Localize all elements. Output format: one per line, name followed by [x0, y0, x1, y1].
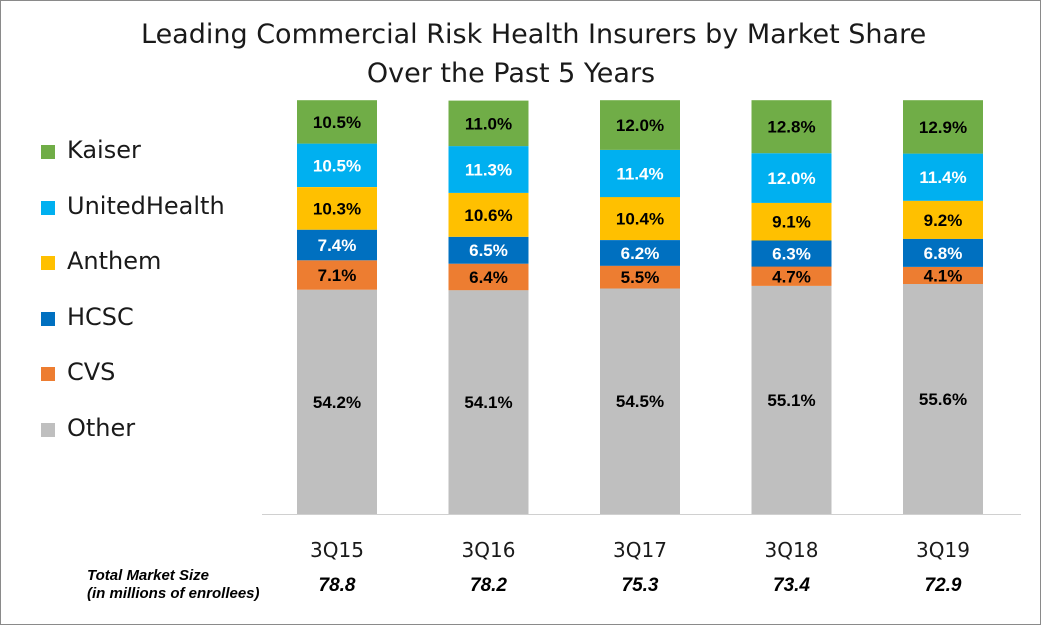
legend-label-kaiser: Kaiser	[67, 136, 141, 164]
data-label-cvs-3q19: 4.1%	[924, 266, 963, 285]
data-label-other-3q19: 55.6%	[919, 390, 967, 409]
bar-segment-kaiser-3q15	[297, 100, 377, 144]
data-label-anthem-3q16: 10.6%	[464, 206, 512, 225]
data-label-cvs-3q17: 5.5%	[621, 268, 660, 287]
data-label-anthem-3q17: 10.4%	[616, 210, 664, 229]
data-label-anthem-3q19: 9.2%	[924, 211, 963, 230]
data-label-unitedhealth-3q15: 10.5%	[313, 156, 361, 175]
data-label-other-3q18: 55.1%	[767, 391, 815, 410]
data-label-hcsc-3q17: 6.2%	[621, 244, 660, 263]
data-label-kaiser-3q16: 11.0%	[465, 114, 512, 133]
bar-stack-3q19: 55.6% 4.1% 6.8% 9.2% 11.4% 12.9%	[903, 100, 983, 514]
chart-title-line-1: Leading Commercial Risk Health Insurers …	[141, 19, 927, 50]
bar-segment-cvs-3q17	[600, 265, 680, 289]
legend-swatch-kaiser	[41, 145, 55, 159]
data-label-unitedhealth-3q19: 11.4%	[919, 168, 966, 187]
data-label-unitedhealth-3q18: 12.0%	[767, 169, 815, 188]
data-label-kaiser-3q15: 10.5%	[313, 113, 361, 132]
data-label-anthem-3q18: 9.1%	[772, 213, 811, 232]
bar-segment-other-3q19	[903, 283, 983, 514]
bar-segment-hcsc-3q16	[448, 236, 529, 264]
legend-swatch-unitedhealth	[41, 200, 55, 215]
bar-segment-anthem-3q17	[600, 197, 680, 240]
bar-segment-cvs-3q19	[903, 267, 983, 284]
data-label-other-3q15: 54.2%	[313, 393, 361, 412]
legend-label-cvs: CVS	[67, 358, 116, 386]
bar-segment-unitedhealth-3q15	[297, 143, 377, 187]
data-label-hcsc-3q18: 6.3%	[772, 245, 811, 264]
bar-segment-other-3q15	[297, 289, 377, 514]
data-label-unitedhealth-3q16: 11.3%	[465, 161, 512, 180]
data-label-hcsc-3q15: 7.4%	[318, 236, 357, 255]
data-label-cvs-3q18: 4.7%	[772, 267, 811, 286]
data-label-hcsc-3q16: 6.5%	[469, 241, 508, 260]
x-tick-label-3q18: 3Q18	[765, 538, 819, 562]
bar-segment-unitedhealth-3q17	[600, 149, 680, 198]
bar-segment-cvs-3q18	[751, 266, 832, 286]
bar-segment-kaiser-3q17	[600, 100, 680, 150]
bar-segment-hcsc-3q19	[903, 238, 983, 267]
data-label-anthem-3q15: 10.3%	[313, 199, 361, 218]
data-label-kaiser-3q17: 12.0%	[616, 116, 664, 135]
market-size-value-3q15: 78.8	[319, 575, 356, 596]
legend-swatch-other	[41, 422, 55, 437]
x-tick-label-3q19: 3Q19	[916, 538, 970, 562]
data-label-cvs-3q16: 6.4%	[469, 268, 508, 287]
market-size-value-3q16: 78.2	[470, 575, 507, 596]
bar-segment-kaiser-3q19	[903, 100, 983, 154]
chart-title-line-2: Over the Past 5 Years	[366, 58, 656, 89]
legend-swatch-cvs	[41, 367, 55, 381]
bar-segment-cvs-3q16	[448, 263, 529, 291]
market-size-value-3q17: 75.3	[622, 575, 659, 596]
bar-segment-hcsc-3q17	[600, 240, 680, 266]
legend-label-anthem: Anthem	[67, 247, 162, 275]
market-size-value-3q18: 73.4	[773, 575, 810, 596]
bar-stack-3q17: 54.5% 5.5% 6.2% 10.4% 11.4% 12.0%	[600, 100, 680, 514]
bar-segment-hcsc-3q15	[297, 229, 377, 261]
bar-segment-cvs-3q15	[297, 260, 377, 290]
data-label-kaiser-3q19: 12.9%	[919, 118, 967, 137]
data-label-unitedhealth-3q17: 11.4%	[616, 164, 663, 183]
market-size-label-line-2: (in millions of enrollees)	[87, 585, 260, 602]
legend-swatch-anthem	[41, 256, 55, 270]
bar-segment-anthem-3q18	[751, 202, 832, 241]
bar-segment-unitedhealth-3q19	[903, 153, 983, 201]
legend-label-unitedhealth: UnitedHealth	[67, 191, 225, 220]
bar-segment-other-3q18	[751, 286, 832, 514]
bar-stack-3q15: 54.2% 7.1% 7.4% 10.3% 10.5% 10.5%	[297, 100, 377, 514]
bar-segment-hcsc-3q18	[751, 240, 832, 267]
market-size-label-line-1: Total Market Size	[87, 567, 209, 584]
bar-segment-anthem-3q16	[448, 192, 529, 237]
legend-swatch-hcsc	[41, 311, 55, 326]
bar-stack-3q16: 54.1% 6.4% 6.5% 10.6% 11.3% 11.0%	[448, 100, 529, 514]
legend-label-hcsc: HCSC	[67, 302, 134, 331]
data-label-cvs-3q15: 7.1%	[318, 266, 357, 285]
data-label-kaiser-3q18: 12.8%	[767, 118, 815, 137]
bar-segment-other-3q16	[448, 290, 529, 514]
legend-label-other: Other	[67, 413, 136, 442]
x-tick-label-3q16: 3Q16	[462, 538, 516, 562]
bar-segment-kaiser-3q16	[448, 100, 529, 147]
market-size-value-3q19: 72.9	[925, 575, 962, 596]
bar-segment-other-3q17	[600, 288, 680, 514]
chart-title: Leading Commercial Risk Health Insurers …	[141, 15, 927, 93]
bar-segment-unitedhealth-3q16	[448, 146, 529, 193]
bar-segment-anthem-3q15	[297, 187, 377, 230]
bar-stack-3q18: 55.1% 4.7% 6.3% 9.1% 12.0% 12.8%	[751, 100, 832, 514]
bar-segment-anthem-3q19	[903, 200, 983, 239]
data-label-hcsc-3q19: 6.8%	[924, 244, 963, 263]
bar-segment-kaiser-3q18	[751, 100, 832, 154]
x-tick-label-3q15: 3Q15	[310, 538, 364, 562]
x-tick-label-3q17: 3Q17	[613, 538, 667, 562]
market-size-label: Total Market Size (in millions of enroll…	[87, 567, 260, 603]
data-label-other-3q16: 54.1%	[464, 393, 512, 412]
data-label-other-3q17: 54.5%	[616, 392, 664, 411]
bar-segment-unitedhealth-3q18	[751, 153, 832, 203]
